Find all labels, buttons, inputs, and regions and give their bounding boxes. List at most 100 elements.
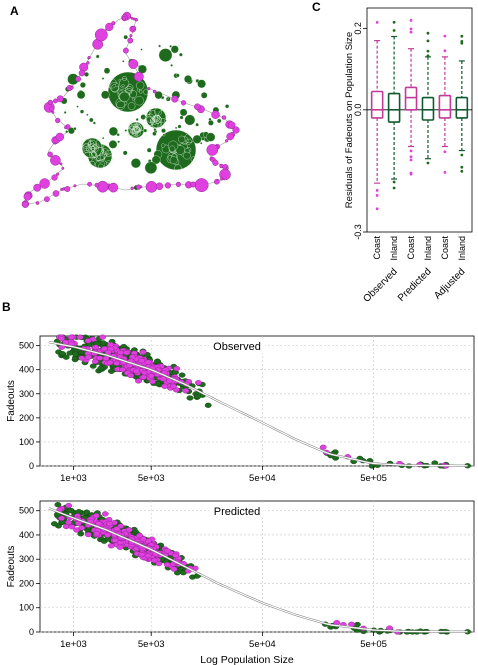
inland-point [62,354,70,360]
coast-point [135,378,142,384]
box-outlier-point [443,171,447,174]
coast-point [172,552,179,559]
map-coast-town [56,172,60,176]
inland-point [67,508,75,514]
map-urban-cluster-texture [149,117,158,126]
coast-point [92,344,100,350]
y-tick-label: 500 [19,341,34,351]
map-coast-town [194,103,201,111]
map-inland-town [122,60,125,63]
map-coast-town [219,168,231,181]
y-tick-label: 0 [29,627,34,637]
map-urban-cluster-texture [95,139,105,148]
coast-point [78,355,86,361]
map-inland-town [158,48,173,62]
box-outlier-point [426,49,430,53]
y-tick-label: 300 [19,389,34,399]
panel-b-letter: B [2,300,11,314]
map-coast-town [60,187,64,191]
y-tick-label: 100 [19,603,34,613]
y-tick-label: 200 [19,413,34,423]
coast-point [76,334,84,340]
x-tick-label: 5e+05 [360,473,387,484]
box-iqr [438,94,452,119]
box-outlier-point [375,207,379,211]
x-tick-label: 5e+04 [249,639,276,650]
box-outlier-point [460,165,464,169]
map-coast-town [130,16,134,20]
map-coast-town [130,186,134,191]
box-category-label: Coast [440,236,450,260]
box-iqr [421,96,435,121]
map-inland-town [169,156,178,164]
map-urban-cluster-texture [127,102,136,110]
coast-point [164,548,172,554]
coast-point [73,527,81,533]
coast-point [101,511,109,517]
map-coast-town [52,190,60,197]
map-inland-town [102,136,105,140]
x-tick-label: 5e+05 [360,639,387,650]
map-urban-cluster-texture [90,151,98,159]
coast-point [92,513,100,519]
box-category-label: Inland [457,236,467,261]
map-inland-town [118,79,121,82]
map-coast-town [131,25,137,31]
group-label: Observed [361,266,399,304]
map-inland-town [116,133,120,137]
map-inland-town [119,91,130,102]
map-coast-town [73,184,77,188]
map-inland-town [178,135,186,143]
map-urban-cluster-texture [87,139,97,149]
fit-line [48,341,468,467]
map-coast-town [33,183,42,192]
map-inland-town [195,122,199,127]
map-coast-town [232,126,240,134]
coast-point [58,336,65,342]
map-inland-town [79,82,86,88]
box-outlier-point [409,19,413,22]
box-outlier-point [409,171,413,175]
coast-point [65,503,73,509]
coast-point [91,359,99,365]
y-tick-label: 500 [19,506,34,516]
map-inland-town [123,34,128,40]
map-inland-town [170,45,179,54]
map-inland-town [135,118,139,121]
map-urban-cluster-texture [89,161,96,167]
map-inland-town [206,132,216,142]
box-outlier-point [443,34,447,38]
map-urban-cluster-texture [109,82,120,92]
y-tick-label: -0.3 [353,224,363,240]
map-coast-town [51,174,58,181]
map-inland-town [130,158,141,169]
map-inland-town [216,118,222,124]
map-coast-town [194,178,209,193]
box-category-label: Coast [406,236,416,260]
map-inland-town [154,91,163,100]
map-coast-town [123,47,129,54]
map-coast-town [220,177,224,181]
box-outlier-point [426,54,430,58]
map-coast-town [96,180,109,193]
y-tick-label: 0.2 [353,22,363,35]
coast-point [170,566,178,572]
boxplot-panel-c: 0.2 0.0 -0.3 Residuals of Fadeouts on Popul… [344,7,473,305]
map-urban-cluster-texture [129,124,140,134]
map-coast-town [145,180,158,193]
map-coast-town [190,181,197,188]
map-inland-town [225,104,230,109]
box-iqr [370,90,384,119]
map-urban-cluster-texture [134,126,140,132]
map-coast-town [55,132,64,142]
map-inland-town [162,133,166,137]
map-coast-town [105,22,114,32]
coast-point [106,521,114,527]
inland-point [59,351,66,357]
coast-point [127,372,135,379]
map-coast-town [155,182,164,191]
map-inland-town [161,143,166,148]
map-urban-cluster-texture [143,88,150,96]
map-urban-cluster-texture [119,78,130,89]
